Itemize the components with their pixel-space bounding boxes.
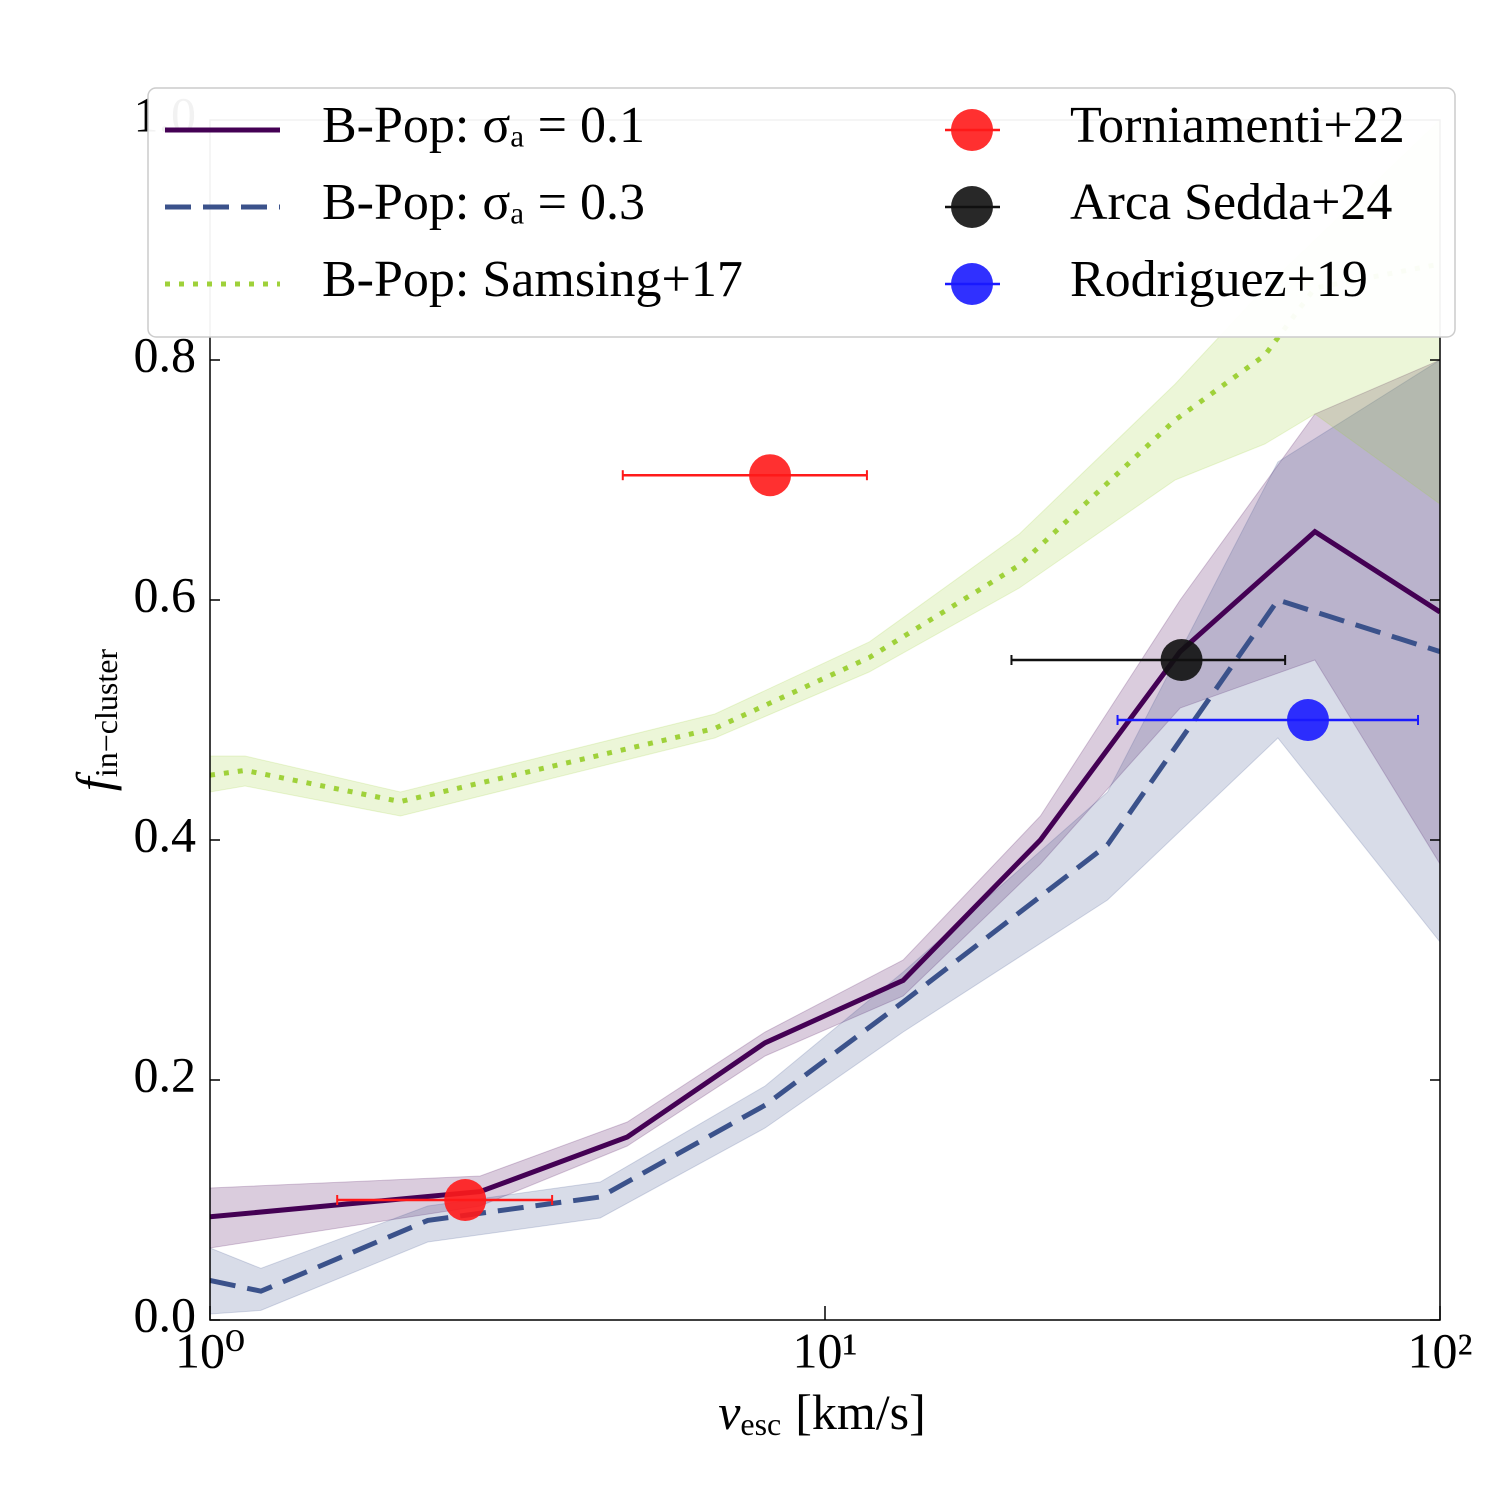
- legend: B-Pop: σₐ = 0.1 B-Pop: σₐ = 0.3 B-Pop: Sam…: [147, 87, 1456, 338]
- series-line: [210, 528, 1440, 1220]
- legend-swatch-marker: [951, 186, 993, 228]
- series-line: [210, 597, 1440, 1294]
- legend-label: B-Pop: σₐ = 0.1: [322, 97, 645, 154]
- data-point: [1286, 699, 1329, 741]
- legend-label: B-Pop: σₐ = 0.3: [322, 174, 645, 231]
- band: [210, 359, 1440, 1249]
- data-point: [1160, 639, 1203, 681]
- x-label-unit: [km/s]: [795, 1384, 926, 1440]
- legend-label: B-Pop: Samsing+17: [322, 251, 743, 308]
- x-tick-label: 10⁰: [175, 1322, 245, 1378]
- legend-label: Rodriguez+19: [1070, 251, 1368, 308]
- y-label-subscript: in−cluster: [88, 649, 124, 778]
- data-point: [749, 454, 792, 497]
- x-tick-label: 10²: [1408, 1322, 1473, 1378]
- y-tick-label: 0.2: [134, 1046, 197, 1102]
- y-axis-label: fin−cluster: [66, 649, 124, 791]
- data-point: [444, 1179, 487, 1221]
- legend-swatch-marker: [951, 263, 993, 305]
- band: [210, 120, 1440, 817]
- y-tick-label: 0.4: [134, 806, 197, 862]
- legend-swatch-marker: [951, 109, 993, 151]
- y-tick-label: 0.6: [134, 566, 197, 622]
- x-label-subscript: esc: [740, 1406, 781, 1442]
- y-tick-label: 0.0: [134, 1286, 197, 1342]
- axes: 0.00.20.40.60.81.010⁰10¹10²: [134, 86, 1473, 1378]
- plot-area: [210, 120, 1440, 1315]
- x-label-symbol: v: [718, 1384, 741, 1440]
- series-line: [210, 261, 1440, 805]
- x-tick-label: 10¹: [793, 1322, 858, 1378]
- x-axis-label: vesc [km/s]: [718, 1384, 926, 1442]
- legend-label: Arca Sedda+24: [1070, 174, 1392, 231]
- legend-box: [147, 87, 1456, 338]
- band: [210, 359, 1440, 1315]
- legend-label: Torniamenti+22: [1070, 97, 1405, 154]
